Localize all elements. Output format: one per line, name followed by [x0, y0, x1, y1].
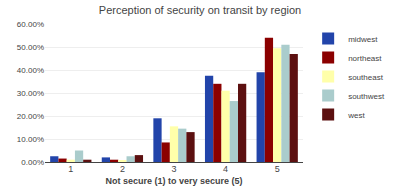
svg-text:1: 1 [68, 164, 73, 174]
svg-text:southwest: southwest [348, 92, 385, 101]
svg-text:2: 2 [120, 164, 125, 174]
svg-text:southeast: southeast [348, 73, 383, 82]
svg-text:40.00%: 40.00% [17, 66, 44, 75]
svg-text:5: 5 [275, 164, 280, 174]
svg-text:northeast: northeast [348, 54, 382, 63]
svg-text:10.00%: 10.00% [17, 135, 44, 144]
svg-text:50.00%: 50.00% [17, 43, 44, 52]
svg-text:Perception of security on tran: Perception of security on transit by reg… [99, 4, 301, 16]
svg-text:4: 4 [223, 164, 228, 174]
svg-text:3: 3 [171, 164, 176, 174]
svg-text:west: west [347, 111, 365, 120]
svg-text:60.00%: 60.00% [17, 20, 44, 29]
svg-text:midwest: midwest [348, 35, 378, 44]
svg-text:30.00%: 30.00% [17, 89, 44, 98]
svg-text:Not secure (1) to very secure: Not secure (1) to very secure (5) [105, 176, 242, 186]
svg-text:20.00%: 20.00% [17, 112, 44, 121]
svg-text:0.00%: 0.00% [21, 158, 44, 167]
